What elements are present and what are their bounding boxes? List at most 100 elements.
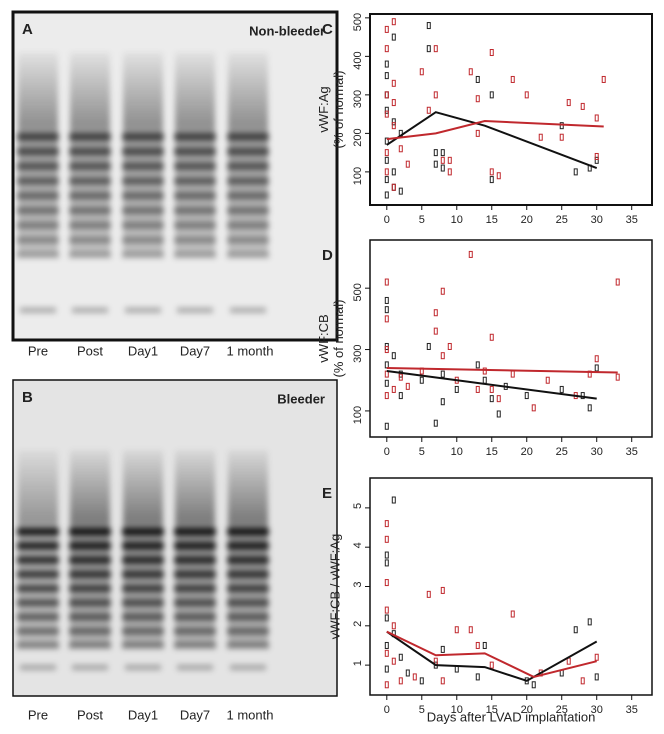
gel-band [122,599,164,607]
data-point [489,49,494,57]
gel-band [72,307,108,314]
gel-band [122,221,164,229]
gel-band [17,148,59,156]
data-point [559,385,564,393]
data-point [384,278,389,286]
data-point [566,99,571,107]
y-tick-label: 5 [352,503,364,509]
data-point [454,626,459,634]
gel-band [227,542,269,550]
data-point [496,395,501,403]
plot-frame [369,239,653,438]
gel-bands [17,52,269,314]
data-point [440,164,445,172]
gel-band [174,556,216,564]
gel-band [227,599,269,607]
data-point [398,145,403,153]
gel-band [174,627,216,635]
gel-band [69,192,111,200]
data-point [384,106,389,114]
gel-band [174,613,216,621]
data-point [468,68,473,76]
data-point [384,156,389,164]
data-point [580,677,585,685]
trend-line [386,630,597,678]
data-point [433,45,438,53]
data-point [384,315,389,323]
data-point [433,327,438,335]
data-point [391,622,396,630]
data-point [391,18,396,26]
data-point [398,677,403,685]
y-axis-label: (% of normal) [331,299,346,377]
gel-band [122,236,164,244]
data-point [391,183,396,191]
gel-band [227,570,269,578]
data-point [391,33,396,41]
data-point [412,673,417,681]
data-point [405,382,410,390]
data-point [440,645,445,653]
y-tick-label: 100 [352,406,364,424]
x-tick-label: 35 [626,446,638,458]
data-point [384,45,389,53]
lane-label: Post [77,343,103,358]
data-point [426,106,431,114]
data-point [384,379,389,387]
gel-band [17,207,59,215]
data-point [426,590,431,598]
data-point [489,176,494,184]
gel-band [69,148,111,156]
data-point [510,75,515,83]
gel-band [174,133,216,141]
gel-band [230,664,266,671]
gel-band [17,236,59,244]
data-point [475,361,480,369]
data-point [419,68,424,76]
y-tick-label: 300 [352,345,364,363]
data-point [433,91,438,99]
data-point [594,355,599,363]
gel-band [122,613,164,621]
gel-band [227,627,269,635]
gel-band [17,528,59,536]
data-point [489,91,494,99]
gel-band [122,133,164,141]
gel-band [227,162,269,170]
x-tick-label: 10 [451,704,463,716]
data-point [615,373,620,381]
gel-band [174,177,216,185]
gel-band [227,613,269,621]
gel-band [69,641,111,649]
data-point [545,376,550,384]
gel-band [227,236,269,244]
data-point [384,535,389,543]
x-tick-label: 25 [556,214,568,226]
data-point [587,618,592,626]
gel-band [227,192,269,200]
gel-band [69,133,111,141]
data-point [489,385,494,393]
data-point [384,641,389,649]
gel-band [20,307,56,314]
gel-band [69,528,111,536]
data-point [594,152,599,160]
data-point [384,520,389,528]
gel-band [69,613,111,621]
data-point [384,168,389,176]
data-point [524,91,529,99]
x-tick-label: 0 [384,214,390,226]
data-point [482,376,487,384]
data-point [398,187,403,195]
gel-band [17,556,59,564]
x-tick-label: 25 [556,446,568,458]
gel-band [177,664,213,671]
data-point [475,75,480,83]
gel-band [20,664,56,671]
data-point [440,586,445,594]
trend-line [386,111,598,169]
gel-band [227,133,269,141]
y-axis-label: vWF:CB / vWF:Ag [327,534,342,639]
lane-label: Day7 [180,707,210,722]
gel-band [122,627,164,635]
